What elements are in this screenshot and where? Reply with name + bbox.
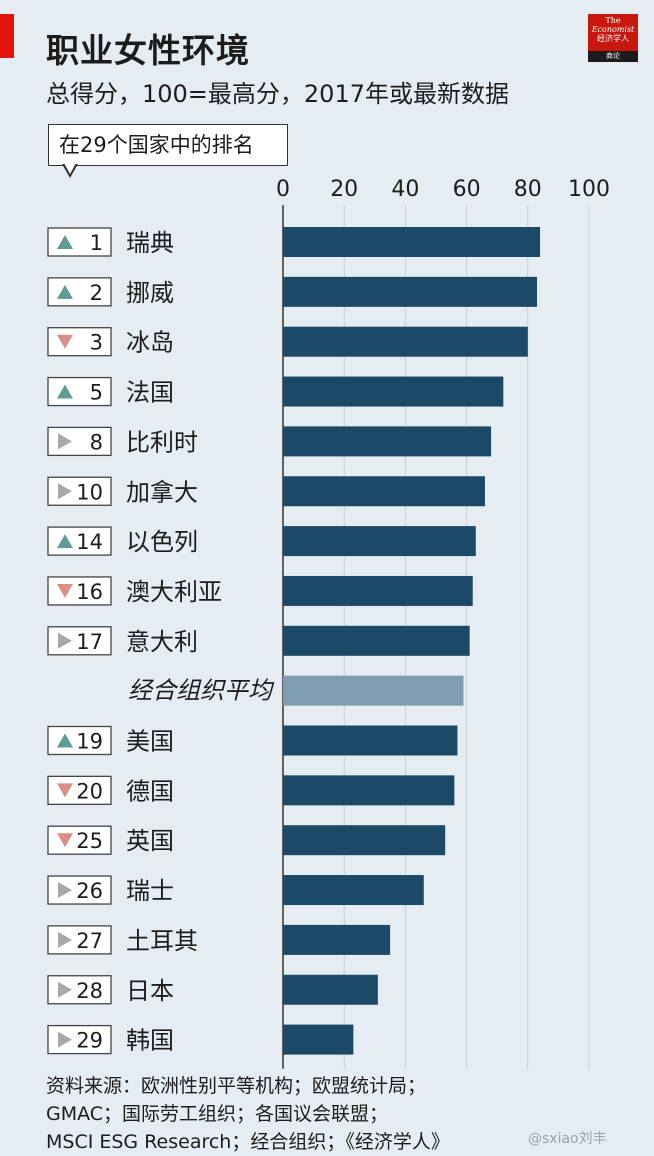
- rank-same-icon: [58, 882, 72, 899]
- source-line-1: 资料来源：欧洲性别平等机构；欧盟统计局；: [46, 1075, 427, 1097]
- bar: [283, 526, 476, 557]
- rank-same-icon: [58, 981, 72, 998]
- logo-text-3: 经济学人: [597, 34, 629, 43]
- rank-up-icon: [57, 733, 73, 748]
- rank-box: [47, 775, 112, 805]
- bar: [283, 575, 473, 606]
- rank-up-icon: [57, 284, 73, 299]
- rank-number: 17: [76, 630, 103, 654]
- country-label: 加拿大: [126, 478, 198, 506]
- country-label: 韩国: [126, 1027, 174, 1055]
- country-label: 日本: [126, 977, 174, 1005]
- rank-callout: 在29个国家中的排名: [48, 124, 288, 166]
- rank-same-icon: [58, 632, 72, 649]
- bar: [283, 924, 391, 955]
- x-tick-label: 20: [330, 177, 358, 202]
- rank-box: [47, 476, 112, 506]
- rank-number: 8: [90, 430, 103, 454]
- rank-number: 5: [90, 381, 103, 405]
- rank-number: 1: [90, 231, 103, 255]
- country-label: 法国: [126, 379, 174, 407]
- bar: [283, 376, 504, 407]
- country-label: 冰岛: [126, 329, 174, 357]
- country-label: 意大利: [126, 628, 198, 656]
- bar: [283, 974, 378, 1005]
- country-label: 土耳其: [126, 927, 198, 955]
- rank-same-icon: [58, 433, 72, 450]
- rank-box: [47, 327, 112, 357]
- average-bar: [283, 675, 464, 706]
- rank-number: 10: [76, 480, 103, 504]
- chart-title: 职业女性环境: [46, 31, 250, 70]
- rank-number: 2: [90, 281, 103, 305]
- source-note: 资料来源：欧洲性别平等机构；欧盟统计局； GMAC；国际劳工组织；各国议会联盟；…: [46, 1072, 450, 1156]
- x-tick-label: 100: [568, 177, 610, 202]
- rank-down-icon: [57, 783, 73, 798]
- rank-box: [47, 227, 112, 257]
- logo-text-2: Economist: [591, 25, 635, 34]
- rank-number: 19: [76, 730, 103, 754]
- x-tick-label: 0: [276, 177, 290, 202]
- brand-accent-tab: [0, 14, 14, 58]
- bar: [283, 227, 541, 257]
- bar: [283, 1024, 354, 1055]
- chart-subtitle: 总得分，100=最高分，2017年或最新数据: [46, 80, 509, 108]
- rank-number: 25: [76, 829, 103, 853]
- rank-number: 16: [76, 580, 103, 604]
- rank-number: 28: [76, 979, 103, 1003]
- bar: [283, 775, 455, 806]
- rank-box: [47, 576, 112, 606]
- rank-box: [47, 526, 112, 556]
- rank-box: [47, 376, 112, 407]
- country-label: 英国: [126, 827, 174, 855]
- rank-same-icon: [58, 483, 72, 500]
- logo-text-1: The: [605, 16, 621, 25]
- country-label: 澳大利亚: [126, 578, 222, 606]
- rank-number: 14: [76, 530, 103, 554]
- bar: [283, 326, 528, 357]
- watermark: @sxiao刘丰: [528, 1131, 607, 1147]
- rank-number: 3: [90, 331, 103, 355]
- source-line-3: MSCI ESG Research；经合组织；《经济学人》: [46, 1131, 450, 1153]
- source-line-2: GMAC；国际劳工组织；各国议会联盟；: [46, 1103, 389, 1125]
- x-tick-label: 60: [453, 177, 481, 202]
- bar: [283, 875, 424, 906]
- rank-number: 20: [76, 779, 103, 803]
- bar: [283, 825, 446, 856]
- rank-same-icon: [58, 1031, 72, 1048]
- bar: [283, 476, 485, 507]
- rank-number: 26: [76, 879, 103, 903]
- logo-text-4: 商论: [588, 51, 638, 62]
- rank-up-icon: [57, 534, 73, 549]
- bar: [283, 276, 537, 307]
- rank-number: 29: [76, 1029, 103, 1053]
- country-label: 以色列: [126, 528, 198, 556]
- country-label: 挪威: [126, 279, 174, 307]
- rank-up-icon: [57, 235, 73, 249]
- country-label: 比利时: [126, 428, 198, 456]
- rank-number: 27: [76, 929, 103, 953]
- bar: [283, 426, 492, 457]
- country-label: 美国: [126, 728, 174, 756]
- rank-up-icon: [57, 384, 73, 399]
- rank-down-icon: [57, 833, 73, 848]
- rank-box: [47, 277, 112, 307]
- x-tick-label: 40: [391, 177, 419, 202]
- bar-chart: 0 20 40 60 80 100 1 瑞典 2 挪威 3 冰岛 5 法国 8 比利时 10 加拿大 14 以色列 16…: [47, 177, 610, 1069]
- rank-box: [47, 825, 112, 855]
- average-label: 经合组织平均: [128, 677, 275, 705]
- callout-tail-inner: [64, 163, 76, 174]
- country-label: 瑞典: [126, 229, 174, 257]
- rank-down-icon: [57, 334, 73, 349]
- rank-box: [47, 725, 112, 756]
- x-tick-label: 80: [514, 177, 542, 202]
- bar: [283, 725, 458, 756]
- bar: [283, 625, 470, 656]
- economist-logo: The Economist 经济学人 商论: [588, 14, 638, 62]
- rank-same-icon: [58, 931, 72, 948]
- rank-down-icon: [57, 583, 73, 598]
- country-label: 瑞士: [126, 877, 174, 905]
- country-label: 德国: [126, 777, 174, 805]
